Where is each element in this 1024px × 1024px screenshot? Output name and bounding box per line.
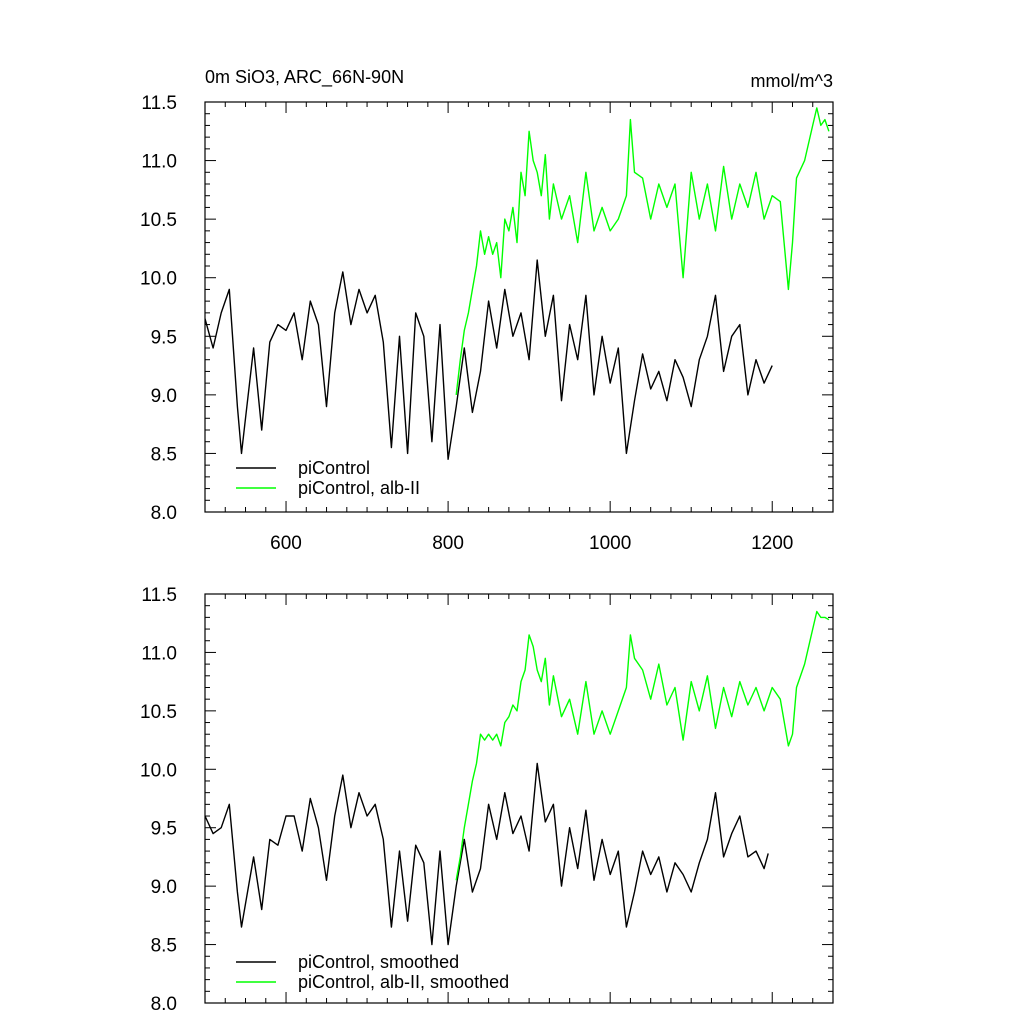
x-tick-label: 1000: [589, 533, 631, 554]
y-tick-label: 10.0: [140, 269, 177, 290]
legend-label: piControl: [298, 458, 370, 478]
legend-label: piControl, alb-II, smoothed: [298, 972, 509, 992]
y-tick-label: 8.5: [151, 444, 177, 465]
legend-label: piControl, alb-II: [298, 478, 420, 498]
series-line-picontrol: [205, 259, 773, 460]
x-tick-label: 600: [270, 533, 302, 554]
y-tick-label: 11.0: [141, 643, 177, 664]
y-tick-label: 9.0: [151, 877, 177, 898]
series-line-picontrol-alb-ii: [455, 610, 830, 881]
y-tick-label: 8.0: [151, 503, 177, 524]
y-tick-label: 11.5: [141, 585, 177, 606]
legend-label: piControl, smoothed: [298, 952, 459, 972]
series-line-picontrol-alb-ii: [455, 107, 830, 395]
y-tick-label: 8.5: [151, 936, 177, 957]
bottom-panel: 8.0 8.5 9.0 9.5 10.0 10.5 11.0 11.5 piControl, s…: [140, 585, 834, 1015]
x-tick-label: 800: [432, 533, 464, 554]
y-tick-label: 10.5: [140, 702, 177, 723]
plot-frame: [204, 593, 834, 1004]
units-label: mmol/m^3: [751, 71, 833, 91]
y-tick-label: 11.0: [141, 152, 177, 173]
chart-title: 0m SiO3, ARC_66N-90N: [205, 67, 404, 88]
top-panel: 8.0 8.5 9.0 9.5 10.0 10.5 11.0 11.5 600 800 1000 12…: [140, 93, 834, 554]
y-tick-label: 10.5: [140, 210, 177, 231]
y-tick-label: 11.5: [141, 93, 177, 114]
y-tick-label: 8.0: [151, 994, 177, 1015]
y-tick-label: 9.5: [151, 327, 177, 348]
plot-frame: [204, 101, 834, 513]
x-tick-label: 1200: [751, 533, 793, 554]
y-tick-label: 10.0: [140, 760, 177, 781]
series-line-picontrol: [205, 762, 769, 946]
y-tick-label: 9.5: [151, 819, 177, 840]
y-tick-label: 9.0: [151, 386, 177, 407]
